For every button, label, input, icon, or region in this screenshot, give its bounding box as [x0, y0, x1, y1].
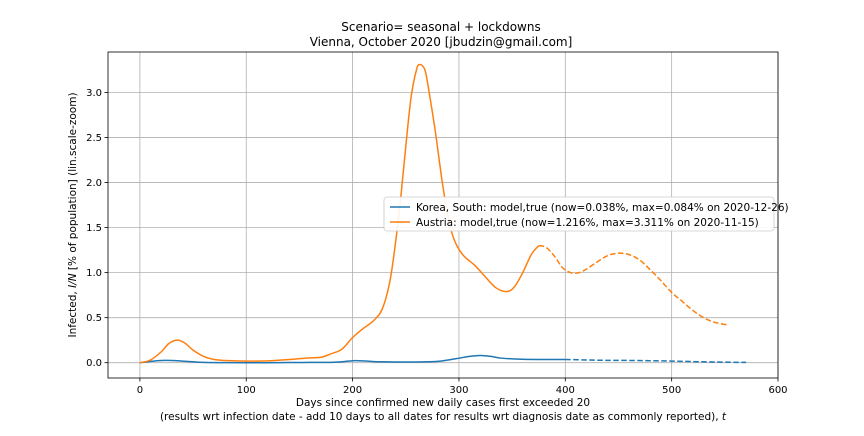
legend: Korea, South: model,true (now=0.038%, ma…: [383, 196, 789, 232]
legend-box: [383, 196, 775, 232]
y-axis-label-variable: I/N: [67, 273, 79, 288]
series-line-korea-solid: [139, 354, 566, 364]
y-axis-label: Infected, I/N [% of population] (lin.sca…: [67, 92, 79, 337]
series-line-austria-solid: [139, 63, 540, 364]
y-tick-label: 1.0: [86, 268, 102, 279]
x-axis-sublabel: (results wrt infection date - add 10 day…: [160, 411, 727, 423]
y-tick-label: 1.5: [86, 223, 102, 234]
y-tick-label: 3.0: [86, 88, 102, 99]
x-axis-sublabel-text: (results wrt infection date - add 10 day…: [160, 411, 722, 423]
y-tick-label: 2.5: [86, 133, 102, 144]
x-tick-label: 400: [556, 385, 575, 396]
x-tick-label: 600: [768, 385, 787, 396]
plot-frame: [107, 51, 779, 379]
y-tick-label: 0.5: [86, 313, 102, 324]
series-line-korea-dashed: [565, 358, 747, 364]
series-line-austria-dashed: [538, 244, 728, 326]
x-axis-ticks: 0 100 200 300 400 500 600: [137, 378, 788, 396]
y-axis-ticks: 0.0 0.5 1.0 1.5 2.0 2.5 3.0: [86, 88, 108, 369]
chart-subtitle: Vienna, October 2020 [jbudzin@gmail.com]: [310, 35, 573, 49]
y-axis-label-suffix: [% of population] (lin.scale-zoom): [67, 92, 79, 273]
x-tick-label: 300: [449, 385, 468, 396]
x-axis-sublabel-variable: t: [722, 411, 727, 423]
x-tick-label: 200: [343, 385, 362, 396]
x-tick-label: 500: [662, 385, 681, 396]
legend-label-korea: Korea, South: model,true (now=0.038%, ma…: [416, 202, 789, 214]
x-tick-label: 100: [237, 385, 256, 396]
x-tick-label: 0: [137, 385, 143, 396]
y-axis-label-prefix: Infected,: [67, 288, 79, 338]
series-lines: [139, 63, 747, 364]
y-tick-label: 0.0: [86, 358, 102, 369]
y-tick-label: 2.0: [86, 178, 102, 189]
legend-label-austria: Austria: model,true (now=1.216%, max=3.3…: [416, 217, 759, 229]
x-axis-label: Days since confirmed new daily cases fir…: [296, 397, 590, 409]
chart-title: Scenario= seasonal + lockdowns: [341, 20, 540, 34]
